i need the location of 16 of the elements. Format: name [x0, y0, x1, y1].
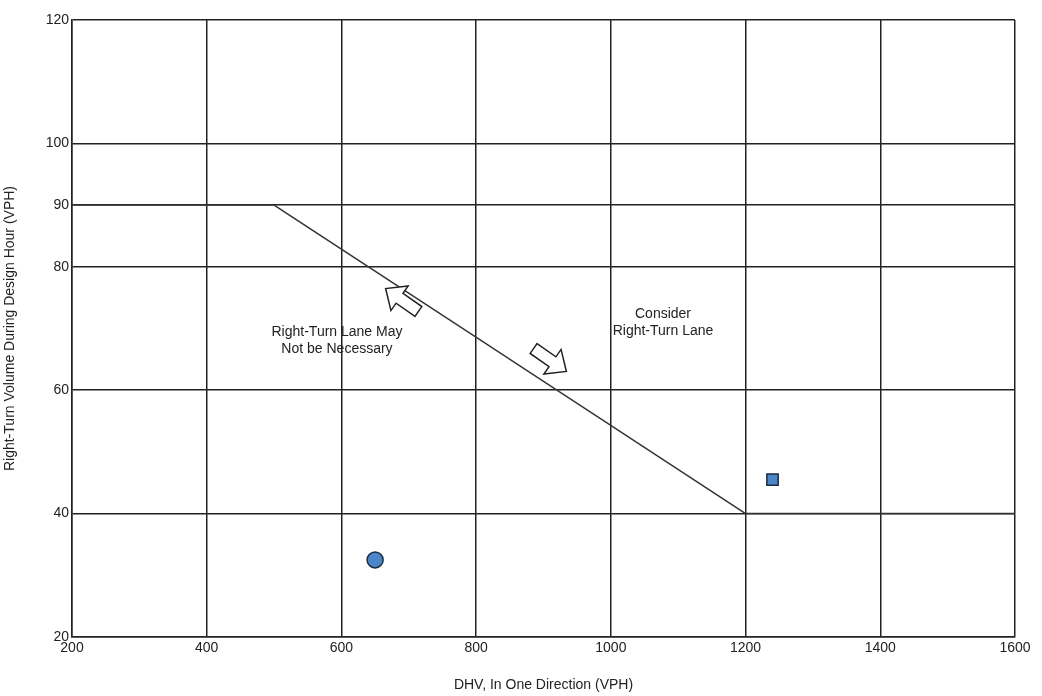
y-axis-title: Right-Turn Volume During Design Hour (VPH)	[1, 185, 18, 472]
x-tick-label: 400	[195, 639, 219, 656]
y-tick-label: 40	[53, 504, 70, 521]
x-tick-label: 1600	[999, 639, 1031, 656]
y-tick-label: 90	[53, 195, 70, 212]
y-tick-label: 80	[53, 257, 70, 274]
y-tick-label: 100	[45, 134, 70, 151]
annotation: Consider Right-Turn Lane	[611, 305, 715, 339]
y-tick-label: 60	[53, 381, 70, 398]
x-tick-label: 800	[464, 639, 489, 656]
x-tick-label: 1400	[864, 639, 897, 656]
y-tick-label: 120	[45, 10, 70, 27]
x-tick-label: 600	[329, 639, 354, 656]
x-axis-title: DHV, In One Direction (VPH)	[453, 676, 634, 693]
x-tick-label: 1000	[595, 639, 627, 656]
x-tick-label: 1200	[729, 639, 762, 656]
